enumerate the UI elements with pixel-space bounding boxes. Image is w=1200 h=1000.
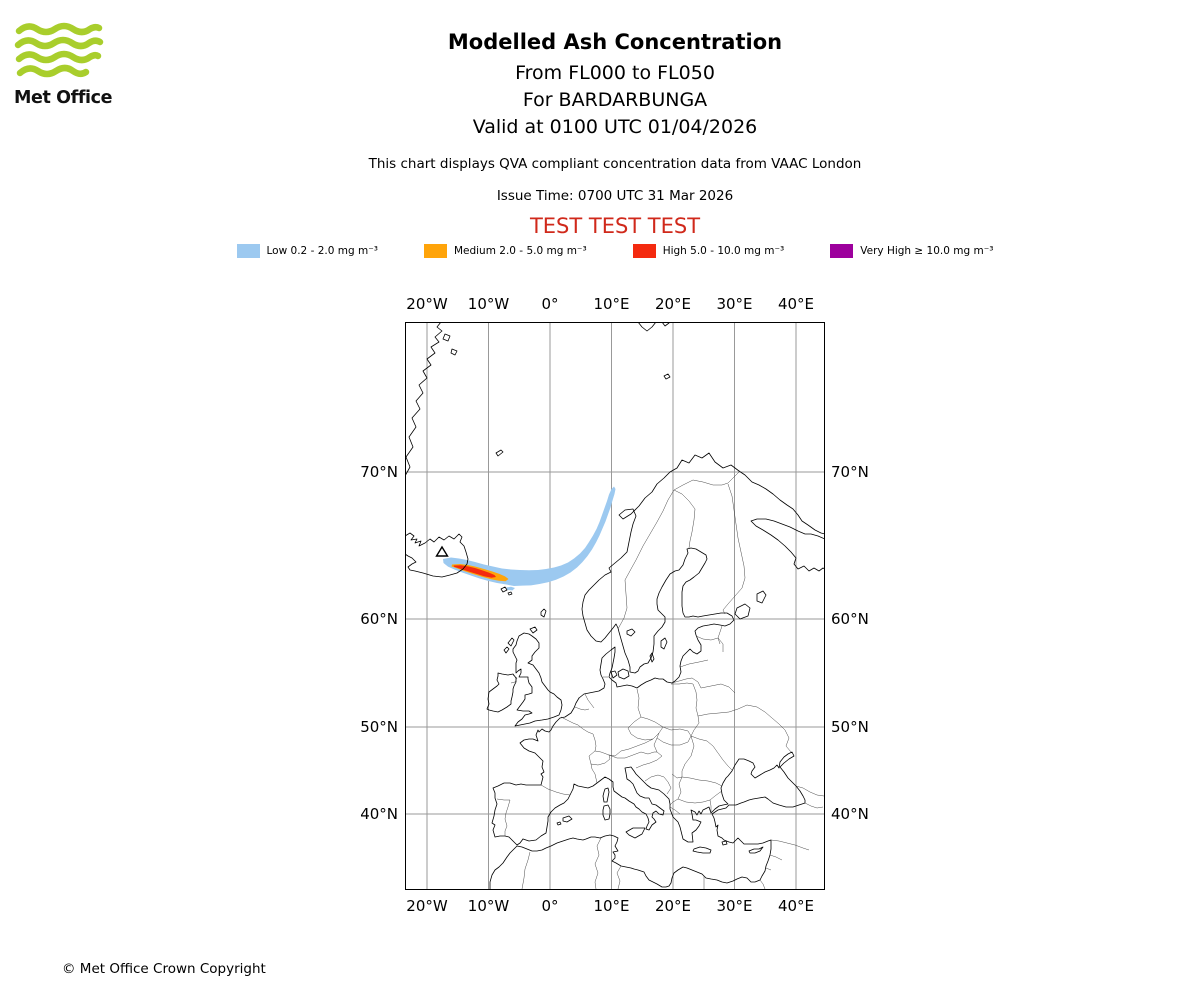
legend-swatch-medium [423, 244, 447, 258]
logo-waves-icon [14, 22, 104, 78]
coastline-blacksea-turkey-africa [489, 751, 806, 890]
country-borders [496, 471, 825, 890]
coastline-mediterranean-north [522, 766, 712, 843]
coastline-bear-island [663, 373, 671, 380]
legend-swatch-low [236, 244, 260, 258]
legend-label-very-high: Very High ≥ 10.0 mg m⁻³ [860, 245, 994, 257]
coastline-scandinavia-baltic [578, 452, 740, 699]
x-tick-top-0: 0° [541, 295, 559, 313]
legend-swatch-very-high [830, 244, 854, 258]
x-tick-bottom-10w: 10°W [467, 897, 510, 915]
coastline-ireland [486, 672, 517, 713]
ash-region-low [443, 486, 616, 591]
border-group-balkans [669, 735, 733, 815]
logo-text: Met Office [14, 88, 113, 108]
border-group-west-europe [496, 674, 611, 836]
y-tick-right-40n: 40°N [831, 805, 869, 823]
legend-label-low: Low 0.2 - 2.0 mg m⁻³ [266, 245, 378, 257]
border-group-baltics [671, 625, 724, 689]
ash-plume-regions [443, 486, 616, 591]
issue-time: Issue Time: 0700 UTC 31 Mar 2026 [496, 188, 734, 204]
map-canvas [405, 322, 825, 890]
border-group-africa-levant [521, 785, 825, 890]
coastline-iceland [405, 532, 469, 578]
coastline-svalbard-fragment [637, 322, 670, 332]
graticule-gridlines [405, 322, 825, 890]
border-group-east-europe [690, 683, 792, 753]
coastline-west-europe-atlantic [491, 697, 580, 846]
y-tick-left-40n: 40°N [360, 805, 398, 823]
y-tick-left-50n: 50°N [360, 718, 398, 736]
legend-item-low: Low 0.2 - 2.0 mg m⁻³ [236, 244, 378, 258]
met-office-logo: Met Office [14, 22, 118, 108]
coastline-mediterranean-islands [556, 787, 764, 854]
x-tick-top-20w: 20°W [406, 295, 448, 313]
x-tick-bottom-20w: 20°W [406, 897, 448, 915]
x-tick-bottom-20e: 20°E [654, 897, 692, 915]
x-tick-bottom-30e: 30°E [716, 897, 753, 915]
legend-item-very-high: Very High ≥ 10.0 mg m⁻³ [830, 244, 993, 258]
coastline-russian-lakes [734, 590, 767, 620]
coastline-danish-baltic-isles [610, 628, 668, 680]
legend-label-medium: Medium 2.0 - 5.0 mg m⁻³ [453, 245, 587, 257]
x-tick-bottom-40e: 40°E [777, 897, 815, 915]
volcano-triangle-icon [435, 545, 449, 557]
volcano-name-line: For BARDARBUNGA [522, 89, 708, 111]
x-tick-top-30e: 30°E [716, 295, 753, 313]
legend-swatch-high [632, 244, 656, 258]
y-tick-right-60n: 60°N [831, 610, 869, 628]
ash-region-high [453, 565, 496, 578]
x-tick-top-40e: 40°E [777, 295, 815, 313]
y-tick-left-60n: 60°N [360, 610, 398, 628]
map-plot-area [405, 322, 825, 890]
x-tick-top-10e: 10°E [593, 295, 630, 313]
x-tick-bottom-0: 0° [541, 897, 559, 915]
coastlines [405, 322, 825, 890]
x-tick-top-20e: 20°E [654, 295, 692, 313]
coastline-scottish-isles [503, 608, 547, 654]
coastline-kola-white-sea [738, 470, 825, 572]
border-group-central-europe [608, 688, 692, 795]
coastline-great-britain [512, 632, 563, 727]
x-tick-top-10w: 10°W [467, 295, 510, 313]
legend-label-high: High 5.0 - 10.0 mg m⁻³ [662, 245, 785, 257]
coastline-jan-mayen [495, 449, 504, 457]
map-frame [405, 322, 825, 890]
valid-time-line: Valid at 0100 UTC 01/04/2026 [472, 116, 758, 138]
flight-level-line: From FL000 to FL050 [515, 62, 715, 84]
test-banner: TEST TEST TEST [529, 214, 701, 238]
copyright-footer: © Met Office Crown Copyright [62, 961, 266, 977]
chart-subtitles: From FL000 to FL050 For BARDARBUNGA Vali… [30, 60, 1200, 141]
y-tick-left-70n: 70°N [360, 463, 398, 481]
coastline-greenland-islands [442, 333, 458, 356]
volcano-marker [435, 545, 449, 557]
legend-item-medium: Medium 2.0 - 5.0 mg m⁻³ [423, 244, 587, 258]
coastline-greenland [405, 322, 443, 477]
coastline-faroe-islands [500, 586, 513, 596]
y-tick-right-70n: 70°N [831, 463, 869, 481]
border-group-scandinavia [617, 471, 746, 630]
x-tick-bottom-10e: 10°E [593, 897, 630, 915]
concentration-legend: Low 0.2 - 2.0 mg m⁻³ Medium 2.0 - 5.0 mg… [30, 244, 1200, 258]
qva-description: This chart displays QVA compliant concen… [368, 156, 862, 172]
legend-item-high: High 5.0 - 10.0 mg m⁻³ [632, 244, 785, 258]
chart-title: Modelled Ash Concentration [447, 30, 783, 54]
chart-header: Modelled Ash Concentration From FL000 to… [30, 30, 1200, 239]
y-tick-right-50n: 50°N [831, 718, 869, 736]
